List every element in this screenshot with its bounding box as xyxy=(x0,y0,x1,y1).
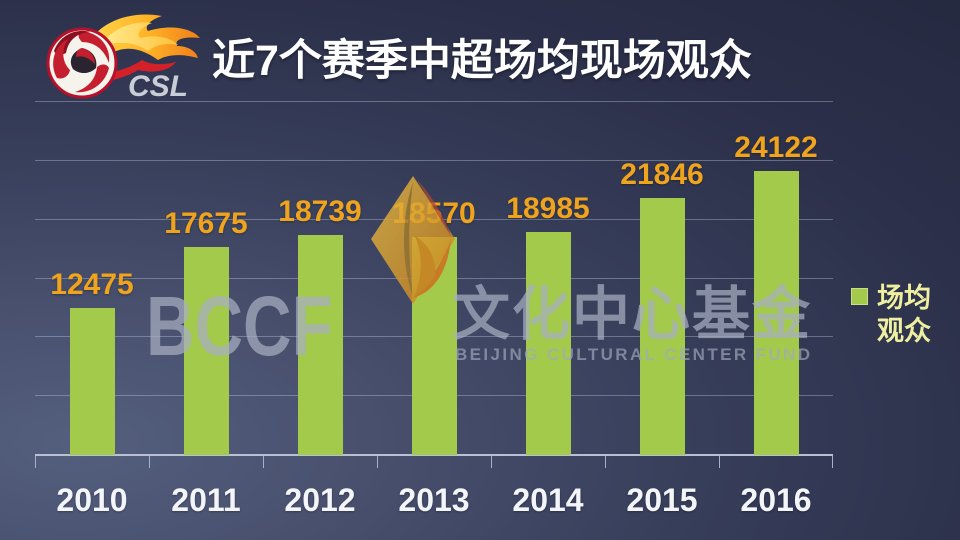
x-axis-tick xyxy=(491,456,492,468)
x-axis-label-2010: 2010 xyxy=(56,482,128,518)
x-axis-tick xyxy=(35,456,36,468)
x-axis-label-2012: 2012 xyxy=(284,482,356,518)
bar-2012 xyxy=(297,234,343,455)
bar-value-label: 12475 xyxy=(50,268,134,302)
soccer-ball-icon xyxy=(46,27,118,99)
legend-label: 场均 观众 xyxy=(877,282,931,348)
bar-2014 xyxy=(525,231,571,455)
csl-logo-text: CSL xyxy=(128,70,188,103)
bar-value-label: 18570 xyxy=(392,196,476,230)
plot-area: 12475 17675 18739 18570 18985 21846 24122 xyxy=(35,101,833,468)
legend-label-line1: 场均 xyxy=(877,283,931,313)
page-title: 近7个赛季中超场均现场观众 xyxy=(212,37,752,85)
x-axis-tick xyxy=(605,456,606,468)
x-axis-label-2016: 2016 xyxy=(740,482,812,518)
bar-value-label: 24122 xyxy=(734,131,818,165)
x-axis-label-2015: 2015 xyxy=(626,482,698,518)
bar-2013 xyxy=(411,236,457,455)
bar-2015 xyxy=(639,197,685,455)
x-axis-label-2013: 2013 xyxy=(398,482,470,518)
x-axis-tick xyxy=(832,456,833,468)
legend: 场均 观众 xyxy=(851,282,931,348)
bar-2016 xyxy=(753,171,799,455)
x-axis-label-2011: 2011 xyxy=(171,482,241,518)
x-axis-tick xyxy=(263,456,264,468)
bar-value-label: 17675 xyxy=(164,207,248,241)
bar-value-label: 21846 xyxy=(620,157,704,191)
bar-2011 xyxy=(183,247,229,455)
legend-label-line2: 观众 xyxy=(877,316,931,346)
x-axis-line xyxy=(35,454,833,456)
gridline xyxy=(35,159,833,161)
bar-value-label: 18985 xyxy=(506,191,590,225)
x-axis-label-2014: 2014 xyxy=(512,482,584,518)
x-axis-tick xyxy=(149,456,150,468)
legend-swatch-icon xyxy=(851,288,868,305)
bar-2010 xyxy=(69,308,115,455)
bar-value-label: 18739 xyxy=(278,194,362,228)
csl-league-logo: CSL xyxy=(46,14,200,103)
gridline xyxy=(35,101,833,102)
x-axis-tick xyxy=(719,456,720,468)
x-axis-tick xyxy=(377,456,378,468)
